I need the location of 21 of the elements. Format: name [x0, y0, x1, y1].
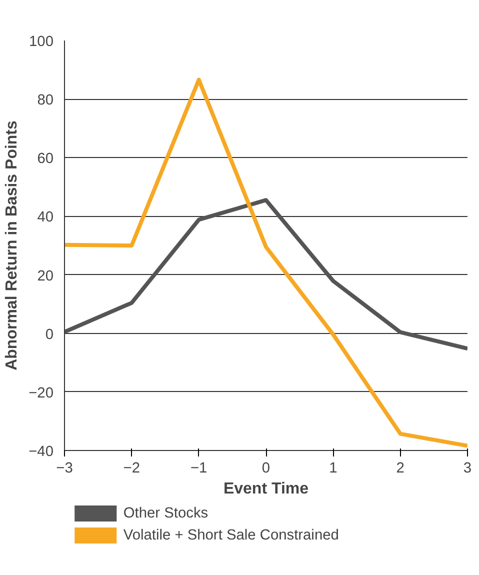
legend-label: Volatile + Short Sale Constrained [123, 528, 339, 544]
legend-label: Other Stocks [123, 506, 208, 522]
x-tick-label: −3 [56, 460, 73, 476]
line-series [64, 78, 468, 448]
x-tick-label: −2 [123, 460, 140, 476]
x-axis-title: Event Time [223, 480, 309, 498]
x-tick-label: −1 [190, 460, 208, 476]
line-series [64, 198, 468, 351]
x-tick-label: 3 [463, 460, 472, 476]
y-tick-label: 80 [37, 92, 54, 109]
y-tick-label: 0 [45, 326, 54, 343]
y-tick-label: 20 [37, 268, 54, 284]
y-tick-label: 40 [37, 210, 54, 226]
y-axis-title: Abnormal Return in Basis Points [4, 120, 21, 370]
y-tick-label: 60 [37, 151, 54, 168]
x-tick-label: 1 [329, 460, 338, 476]
y-tick-label: 100 [29, 34, 54, 50]
x-tick-label: 0 [262, 460, 270, 476]
y-tick-label: −40 [28, 444, 54, 460]
y-tick-label: −20 [28, 385, 54, 402]
x-tick-label: 2 [396, 460, 404, 476]
